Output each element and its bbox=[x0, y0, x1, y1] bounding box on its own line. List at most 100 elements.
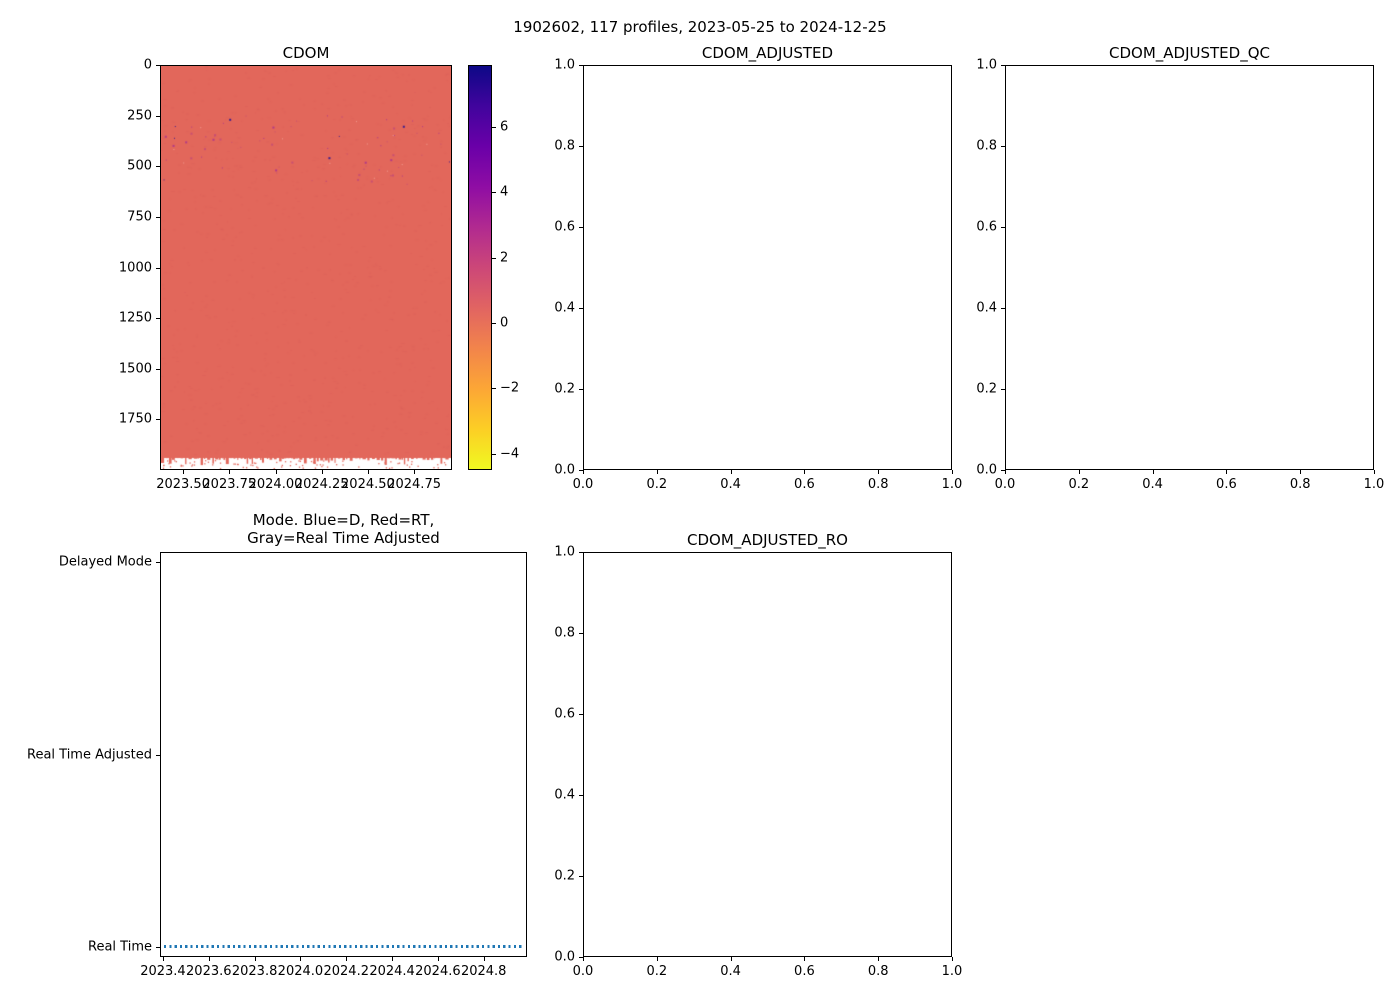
x-tick-label: 0.6 bbox=[1216, 477, 1237, 492]
subplot-cdom-adjusted-qc bbox=[1005, 65, 1374, 470]
colorbar-tick bbox=[492, 127, 496, 129]
x-tick bbox=[1005, 470, 1006, 474]
x-tick bbox=[229, 470, 231, 474]
y-tick-label: 0.4 bbox=[554, 300, 575, 316]
y-tick-label: 0.0 bbox=[554, 462, 575, 478]
y-tick-label: 0.6 bbox=[976, 219, 997, 235]
x-tick-label: 2024.2 bbox=[323, 964, 369, 979]
subplot-cdom-adjusted-ro bbox=[583, 552, 952, 957]
x-tick-label: 0.0 bbox=[572, 477, 594, 492]
y-tick-label: 1250 bbox=[118, 310, 152, 326]
x-tick bbox=[730, 470, 732, 474]
x-tick-label: 1.0 bbox=[1363, 477, 1385, 492]
y-tick-label: 0.8 bbox=[554, 625, 575, 641]
x-tick bbox=[414, 470, 416, 474]
y-tick bbox=[1001, 308, 1005, 309]
y-tick-label: 1000 bbox=[118, 260, 152, 275]
cdom-heatmap bbox=[161, 66, 451, 469]
colorbar-tick-label: 6 bbox=[500, 119, 509, 135]
subplot-title-cdom-adjusted-ro: CDOM_ADJUSTED_RO bbox=[687, 531, 848, 549]
y-tick-label: 0.6 bbox=[554, 706, 575, 722]
y-tick bbox=[1001, 146, 1005, 147]
y-tick-label: 0.2 bbox=[976, 381, 997, 397]
x-tick-label: 2024.8 bbox=[460, 964, 507, 979]
x-tick bbox=[952, 470, 953, 474]
y-tick bbox=[579, 957, 583, 958]
x-tick-label: 2024.50 bbox=[341, 477, 395, 492]
y-tick bbox=[156, 318, 160, 320]
y-tick bbox=[156, 267, 160, 269]
x-tick bbox=[483, 957, 485, 961]
y-tick-label: 0 bbox=[143, 57, 152, 73]
y-tick bbox=[156, 419, 160, 421]
y-tick bbox=[1001, 389, 1005, 390]
x-tick-label: 1.0 bbox=[941, 964, 963, 979]
colorbar-tick-label: 2 bbox=[500, 250, 509, 266]
y-tick-label: 500 bbox=[127, 158, 152, 174]
x-tick bbox=[162, 957, 164, 961]
y-tick-label: 0.2 bbox=[554, 868, 575, 884]
x-tick bbox=[367, 470, 369, 474]
x-tick bbox=[656, 957, 658, 961]
y-tick bbox=[579, 389, 583, 390]
x-tick bbox=[300, 957, 302, 961]
y-tick-label: 1500 bbox=[118, 361, 152, 377]
x-tick bbox=[1226, 470, 1228, 474]
y-tick bbox=[579, 146, 583, 147]
x-tick bbox=[254, 957, 256, 961]
x-tick-label: 0.8 bbox=[867, 477, 889, 492]
x-tick bbox=[183, 470, 185, 474]
x-tick bbox=[1374, 470, 1375, 474]
x-tick-label: 0.4 bbox=[1142, 477, 1163, 492]
x-tick-label: 2024.25 bbox=[294, 477, 349, 492]
y-tick-label: 0.0 bbox=[976, 462, 997, 478]
x-tick bbox=[1078, 470, 1080, 474]
y-tick-label: Real Time Adjusted bbox=[27, 747, 152, 762]
x-tick-label: 0.8 bbox=[867, 964, 889, 979]
y-tick bbox=[1001, 470, 1005, 471]
x-tick-label: 0.2 bbox=[1068, 477, 1090, 492]
x-tick-label: 1.0 bbox=[941, 477, 963, 492]
x-tick-label: 2023.4 bbox=[140, 964, 186, 979]
x-tick-label: 2024.6 bbox=[415, 964, 461, 979]
x-tick-label: 0.0 bbox=[994, 477, 1016, 492]
x-tick-label: 0.6 bbox=[794, 477, 815, 492]
x-tick-label: 0.4 bbox=[720, 964, 741, 979]
x-tick bbox=[583, 470, 584, 474]
x-tick-label: 0.6 bbox=[794, 964, 815, 979]
x-tick-label: 2024.00 bbox=[248, 477, 303, 492]
x-tick bbox=[275, 470, 277, 474]
figure-title: 1902602, 117 profiles, 2023-05-25 to 202… bbox=[513, 18, 887, 36]
y-tick bbox=[1001, 65, 1005, 66]
y-tick-label: Delayed Mode bbox=[58, 554, 152, 570]
y-tick bbox=[156, 947, 160, 949]
x-tick bbox=[346, 957, 348, 961]
x-tick bbox=[878, 470, 880, 474]
colorbar-tick-label: 0 bbox=[500, 315, 509, 331]
y-tick bbox=[579, 714, 583, 715]
x-tick-label: 2024.4 bbox=[369, 964, 415, 979]
subplot-title-cdom-adjusted: CDOM_ADJUSTED bbox=[701, 44, 834, 62]
x-tick-label: 2023.6 bbox=[186, 964, 232, 979]
x-tick-label: 0.0 bbox=[572, 964, 594, 979]
x-tick-label: 2023.8 bbox=[231, 964, 278, 979]
x-tick bbox=[730, 957, 732, 961]
subplot-mode bbox=[160, 552, 527, 957]
y-tick bbox=[156, 115, 160, 117]
y-tick bbox=[579, 227, 583, 228]
y-tick-label: 0.4 bbox=[554, 787, 575, 803]
y-tick-label: 1.0 bbox=[976, 57, 997, 73]
x-tick bbox=[208, 957, 210, 961]
y-tick-label: 1.0 bbox=[554, 57, 575, 73]
y-tick-label: 0.8 bbox=[554, 138, 575, 154]
y-tick bbox=[579, 65, 583, 66]
x-tick bbox=[437, 957, 439, 961]
subplot-title-cdom-adjusted-qc: CDOM_ADJUSTED_QC bbox=[1109, 44, 1270, 62]
colorbar-tick-label: 4 bbox=[500, 184, 509, 200]
y-tick-label: 0.8 bbox=[976, 138, 997, 154]
x-tick bbox=[952, 957, 953, 961]
subplot-title-mode: Mode. Blue=D, Red=RT, Gray=Real Time Adj… bbox=[160, 511, 527, 547]
colorbar-tick bbox=[492, 323, 496, 325]
x-tick-label: 0.4 bbox=[720, 477, 741, 492]
